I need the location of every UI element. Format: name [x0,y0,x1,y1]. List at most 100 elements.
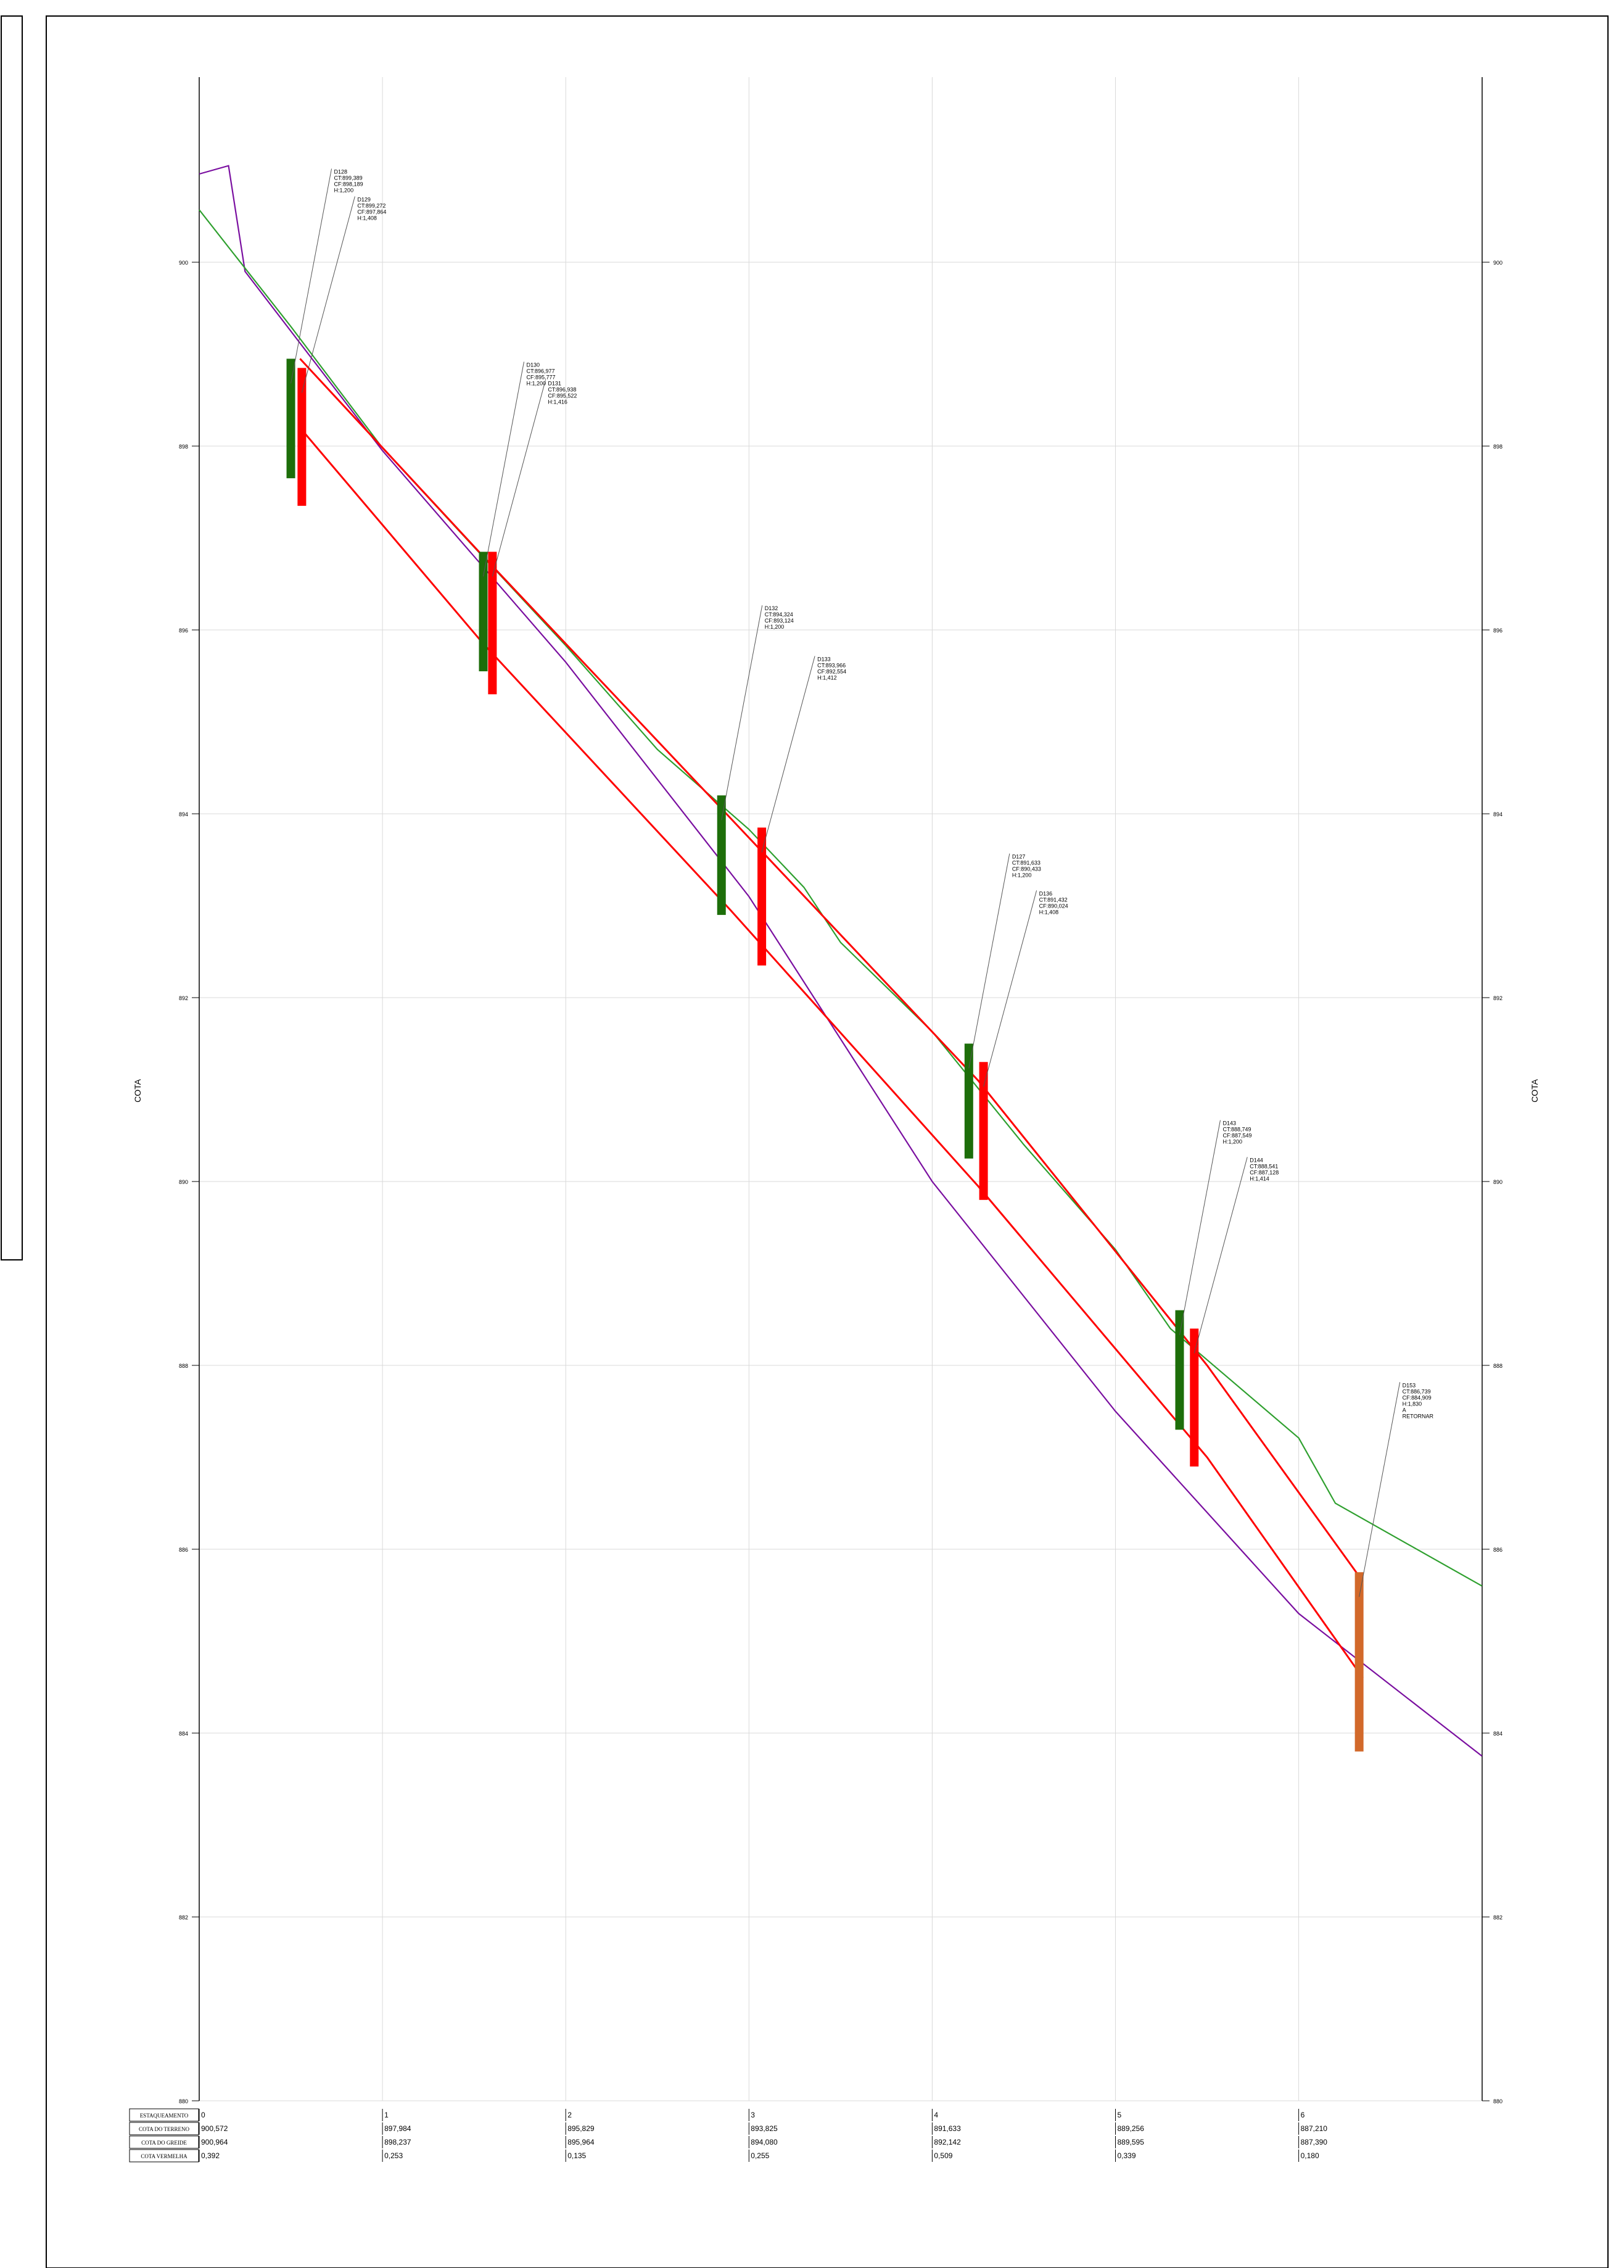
y-tick-label-left: 900 [179,260,188,266]
callout-text: CT:891,432 [1039,896,1068,903]
table-cell: 4 [934,2111,938,2119]
callout-text: CF:887,549 [1222,1133,1251,1139]
structures: D128CT:899,389CF:898,189H:1,200D129CT:89… [286,168,1434,1752]
profile-series-line [299,427,1364,1679]
manhole-marker [757,827,767,966]
y-ticks: 880 880 882 882 884 884 886 886 888 888 890 890 892 8… [179,260,1502,2105]
y-tick-label-right: 896 [1493,627,1502,634]
table-label-cota-greide: COTA DO GREIDE [141,2140,187,2146]
table-label-cota-vermelha: COTA VERMELHA [141,2153,188,2159]
callout-leader [492,380,546,577]
table-cell: 0,509 [934,2151,952,2160]
callout-text: D133 [817,656,831,662]
callout-text: A [1403,1407,1406,1413]
callout-text: H:1,200 [1222,1139,1242,1145]
callout-text: D131 [548,380,561,386]
table-cell: 891,633 [934,2124,961,2133]
profile-series-line [199,209,1483,1587]
manhole-marker [488,552,497,695]
series [199,165,1483,1757]
callout-text: H:1,200 [527,380,546,386]
callout-text: D153 [1403,1382,1416,1388]
table-cell: 895,829 [567,2124,595,2133]
y-tick-label-left: 894 [179,811,188,817]
callout-text: CF:892,554 [817,668,846,674]
callout-text: CT:891,633 [1012,860,1041,866]
y-tick-label-right: 880 [1493,2098,1502,2105]
table-label-estaqueamento: ESTAQUEAMENTO [140,2113,189,2119]
table-cell: 895,964 [567,2138,595,2146]
callout-text: CF:895,777 [527,374,556,380]
callout-text: CT:896,977 [527,368,555,374]
y-tick-label-right: 894 [1493,811,1502,817]
y-tick-label-left: 880 [179,2098,188,2105]
table-row-label-2 [129,2135,199,2149]
table-cell: 0,255 [751,2151,769,2160]
profile-series-line [199,165,1483,1757]
manhole-marker [717,795,726,915]
callout-leader [483,362,524,577]
callout-leader [291,168,332,384]
callout-text: RETORNAR [1403,1413,1434,1419]
table-cell: 0 [201,2111,205,2119]
y-tick-label-right: 898 [1493,444,1502,450]
profile-series-line [299,358,1364,1583]
callout-text: CF:884,909 [1403,1394,1432,1401]
callout-text: H:1,412 [817,674,837,681]
callout-text: CT:888,541 [1250,1163,1278,1169]
table-row-label-3 [129,2149,199,2162]
grid [199,77,1482,2101]
callout-leader [1359,1382,1401,1597]
table-cell: 3 [751,2111,755,2119]
callout-text: H:1,200 [1012,872,1032,879]
callout-leader [1179,1120,1221,1335]
manhole-marker [1190,1328,1199,1467]
callout-text: CF:897,864 [357,209,386,215]
callout-text: CT:893,966 [817,662,846,668]
callout-leader [983,890,1037,1087]
y-tick-label-left: 886 [179,1547,188,1553]
table-cell: 5 [1118,2111,1122,2119]
callout-text: H:1,408 [357,215,377,221]
callout-text: CT:886,739 [1403,1388,1431,1394]
callout-leader [1193,1157,1248,1354]
callout-leader [721,605,763,821]
callout-text: D132 [765,605,778,611]
table-cell: 0,392 [201,2151,220,2160]
callout-text: D127 [1012,854,1026,860]
callout-text: D129 [357,196,371,202]
table-cell: 900,572 [201,2124,228,2133]
manhole-marker [979,1062,988,1200]
callout-text: H:1,200 [765,624,785,630]
y-tick-label-right: 882 [1493,1914,1502,1921]
table-cell: 900,964 [201,2138,228,2146]
manhole-marker [964,1043,973,1159]
table-cell: 889,595 [1118,2138,1145,2146]
callout-text: CF:895,522 [548,392,577,399]
callout-text: CT:888,749 [1222,1127,1251,1133]
y-tick-label-left: 884 [179,1731,188,1737]
callout-text: D143 [1222,1120,1236,1127]
table-cell: 887,390 [1301,2138,1328,2146]
y-tick-label-left: 892 [179,995,188,1001]
table-cell: 892,142 [934,2138,961,2146]
table-cell: 898,237 [384,2138,411,2146]
callout-text: CT:896,938 [548,386,576,392]
table-cell: 0,180 [1301,2151,1319,2160]
table-cell: 2 [567,2111,572,2119]
callout-text: H:1,408 [1039,909,1059,915]
callout-text: D136 [1039,890,1053,896]
table-cell: 894,080 [751,2138,778,2146]
callout-text: CF:898,189 [334,181,363,187]
y-tick-label-right: 892 [1493,995,1502,1001]
callout-text: H:1,414 [1250,1175,1269,1182]
y-tick-label-left: 882 [179,1914,188,1921]
callout-text: H:1,416 [548,399,567,405]
y-tick-label-right: 886 [1493,1547,1502,1553]
table-cell: 0,253 [384,2151,403,2160]
table-cell: 889,256 [1118,2124,1145,2133]
callout-text: CT:899,389 [334,175,363,181]
table-row-label-1 [129,2122,199,2135]
callout-leader [301,196,355,393]
